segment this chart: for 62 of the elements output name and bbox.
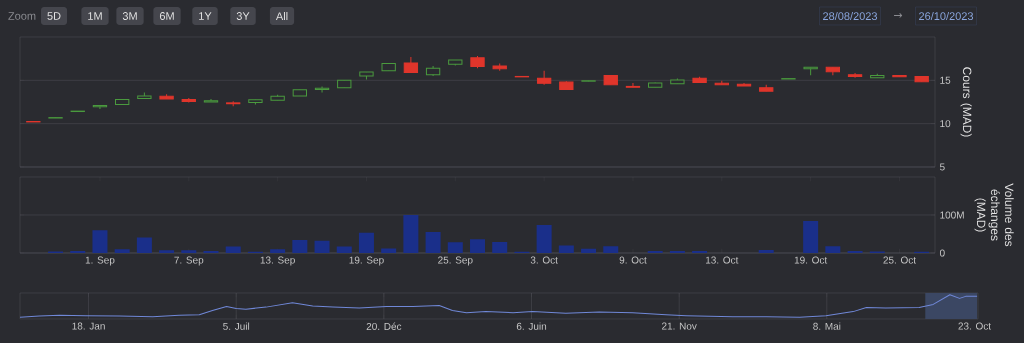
x-tick-label: 5. Juil xyxy=(223,322,250,330)
x-tick-label: 18. Jan xyxy=(72,322,105,330)
bar xyxy=(159,250,175,253)
x-tick-label: 13. Sep xyxy=(260,256,295,266)
bar xyxy=(336,246,352,253)
text: All xyxy=(275,12,288,20)
bar xyxy=(758,249,774,253)
bar xyxy=(803,221,819,253)
candlestick xyxy=(314,85,330,93)
x-tick-label: 25. Oct xyxy=(883,256,916,264)
bar xyxy=(403,215,419,253)
x-tick-label: 25. Sep xyxy=(438,256,473,266)
bar xyxy=(447,242,463,253)
bar xyxy=(825,246,841,253)
x-tick-label: 8. Mai xyxy=(813,322,841,330)
bar xyxy=(225,246,241,253)
x-tick-label: 20. Déc xyxy=(366,322,402,330)
bar xyxy=(270,249,286,253)
text: 26/10/2023 xyxy=(919,11,974,21)
text: 5D xyxy=(47,12,61,20)
x-tick-label: 9. Oct xyxy=(619,256,647,264)
x-tick-label: 3. Oct xyxy=(530,256,558,264)
candlestick xyxy=(536,70,552,86)
text: 6M xyxy=(159,12,174,20)
x-tick-label: 21. Nov xyxy=(661,322,697,330)
x-tick-label: 19. Sep xyxy=(349,256,384,266)
bar xyxy=(381,248,397,253)
text: 28/08/2023 xyxy=(823,11,878,21)
text: Zoom xyxy=(8,12,36,20)
bar xyxy=(425,232,441,253)
bar xyxy=(136,237,152,253)
x-tick-label: 7. Sep xyxy=(174,256,204,266)
y-tick-label: 100M xyxy=(940,211,964,219)
bar xyxy=(114,249,130,253)
y-axis-title: Cours (MAD) xyxy=(960,67,972,137)
bar xyxy=(558,245,574,253)
bar xyxy=(314,240,330,253)
x-tick-label: 6. Juin xyxy=(516,322,547,330)
bar xyxy=(92,230,108,253)
text: 1Y xyxy=(199,12,212,20)
bar xyxy=(181,250,197,253)
x-tick-label: 23. Oct xyxy=(958,322,992,330)
y-tick-label: 0 xyxy=(939,249,945,257)
y-tick-label: 15 xyxy=(940,76,951,84)
bar xyxy=(536,224,552,253)
text: 3Y xyxy=(236,12,250,20)
bar xyxy=(492,241,508,253)
bar xyxy=(358,232,374,253)
bar xyxy=(292,240,308,253)
text: → xyxy=(894,13,903,18)
x-tick-label: 13. Oct xyxy=(705,256,739,264)
bar xyxy=(603,246,619,253)
x-tick-label: 1. Sep xyxy=(85,256,115,266)
x-tick-label: 19. Oct xyxy=(794,256,828,264)
candlestick xyxy=(625,82,641,88)
y-tick-label: 5 xyxy=(939,163,945,171)
text: 3M xyxy=(122,12,137,20)
text: 1M xyxy=(88,12,102,20)
bar xyxy=(470,239,486,253)
y-tick-label: 10 xyxy=(940,120,951,128)
bar xyxy=(581,248,597,253)
y-axis-title: Volume des échanges (MAD) xyxy=(974,183,1014,247)
